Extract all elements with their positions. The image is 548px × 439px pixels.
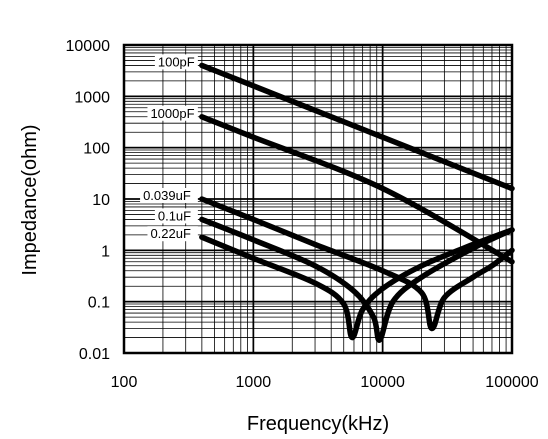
y-tick-label: 10000 — [66, 38, 111, 55]
series-label: 100pF — [158, 54, 195, 69]
series-label: 1000pF — [150, 106, 194, 121]
x-tick-label: 100000 — [485, 374, 538, 391]
series-label-background — [154, 54, 198, 70]
x-tick-label: 100 — [111, 374, 138, 391]
series-label-background — [154, 208, 198, 224]
series-label: 0.039uF — [143, 188, 191, 203]
plot-frame — [122, 43, 514, 355]
series-label-background — [147, 105, 198, 121]
series-label-background — [147, 226, 198, 242]
y-tick-labels: 10000 1000 100 10 1 0.1 0.01 — [66, 38, 111, 363]
x-tick-label: 10000 — [360, 374, 405, 391]
y-tick-label: 1000 — [74, 89, 110, 106]
y-tick-label: 10 — [92, 192, 110, 209]
y-tick-label: 0.1 — [88, 295, 110, 312]
series-label: 0.22uF — [150, 226, 191, 241]
series-line-5 — [199, 227, 515, 341]
x-axis-title: Frequency(kHz) — [247, 413, 389, 435]
y-tick-label: 0.01 — [79, 346, 110, 363]
x-tick-labels: 100 1000 10000 100000 — [111, 374, 539, 391]
y-tick-label: 100 — [83, 141, 110, 158]
series-line-1 — [199, 62, 515, 192]
series-label-background — [140, 188, 198, 203]
y-axis-title: Impedance(ohm) — [19, 124, 41, 275]
series-line-4 — [199, 216, 515, 343]
x-tick-label: 1000 — [236, 374, 272, 391]
series-label: 0.1uF — [158, 208, 191, 223]
series-labels: 100pF 1000pF 0.039uF 0.1uF 0.22uF — [140, 54, 198, 242]
y-tick-label: 1 — [101, 243, 110, 260]
series-line-3 — [199, 196, 515, 332]
series-line-2 — [199, 114, 515, 265]
series-layer — [199, 62, 515, 343]
